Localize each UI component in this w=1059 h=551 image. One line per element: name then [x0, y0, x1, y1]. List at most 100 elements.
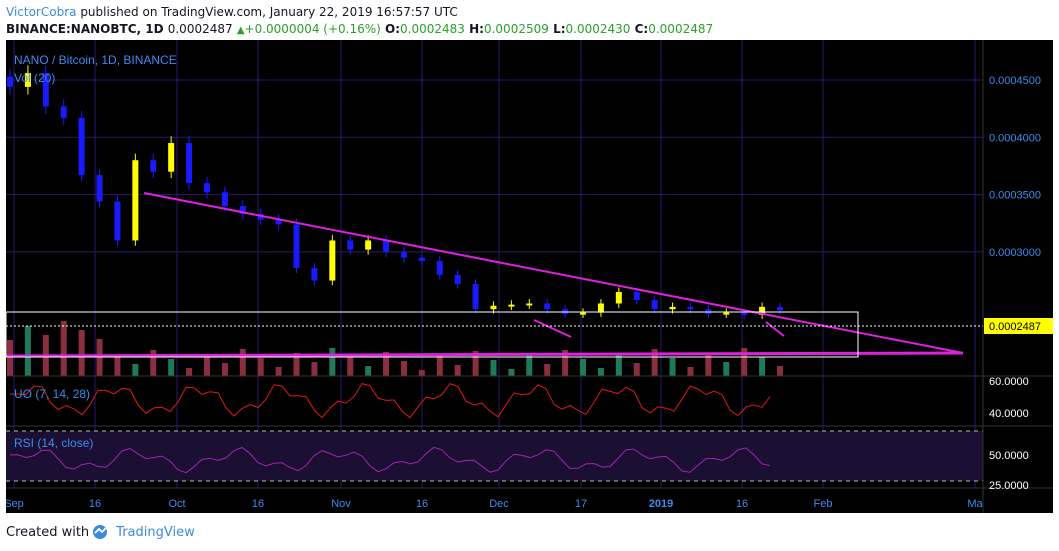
candle-body — [723, 312, 730, 315]
small-arrow-line[interactable] — [765, 321, 785, 337]
candle-body — [96, 175, 103, 202]
candle-body — [436, 261, 443, 275]
time-tick: Ma — [967, 498, 983, 510]
volume-bar — [275, 367, 282, 376]
volume-bar — [329, 348, 336, 376]
author-link[interactable]: VictorCobra — [6, 5, 77, 19]
candle-body — [168, 143, 175, 172]
candle-body — [365, 240, 372, 250]
volume-bar — [365, 366, 372, 376]
time-axis[interactable]: Sep 16 Oct 16 Nov 16 Dec 17 2019 16 Feb Ma — [6, 498, 984, 510]
candle-body — [7, 76, 13, 87]
candle-body — [544, 303, 551, 310]
candle-body — [526, 303, 533, 306]
current-price-label: 0.0002487 — [989, 321, 1041, 333]
uo-line — [10, 382, 771, 419]
candle-body — [508, 304, 515, 307]
price-axis[interactable]: 0.0004500 0.0004000 0.0003500 0.0003000 60.0… — [989, 75, 1041, 492]
candle-body — [669, 306, 676, 310]
volume-bar — [454, 365, 461, 376]
volume-bar — [436, 356, 443, 376]
volume-bar — [651, 349, 658, 376]
close-label: C: — [634, 22, 649, 36]
close-value-2: 0.0002487 — [648, 22, 714, 36]
time-tick: Feb — [814, 498, 833, 510]
candle-body — [597, 303, 604, 313]
support-line[interactable] — [6, 351, 964, 358]
volume-bar — [544, 364, 551, 376]
candle-body — [633, 292, 640, 301]
volume-bar — [687, 367, 694, 376]
volume-bar — [472, 351, 479, 376]
time-tick: 2019 — [649, 498, 673, 510]
volume-bar — [705, 353, 712, 376]
volume-bar — [759, 357, 766, 376]
candle-body — [580, 312, 587, 315]
footer: Created with TradingView — [6, 524, 195, 544]
change-value: +0.0000004 (+0.16%) — [244, 22, 381, 36]
symbol-label: BINANCE:NANOBTC, 1D — [6, 22, 164, 36]
rsi-tick: 25.0000 — [989, 480, 1029, 492]
small-pullback-line[interactable] — [533, 319, 572, 338]
volume-bar — [150, 350, 157, 376]
candle-body — [42, 73, 49, 107]
volume-bar — [633, 363, 640, 376]
candle-body — [24, 73, 31, 87]
time-tick: Oct — [168, 498, 185, 510]
candle-body — [454, 274, 461, 284]
rsi-label: RSI (14, close) — [14, 436, 93, 450]
volume-bar — [221, 363, 228, 376]
volume-bar — [723, 362, 730, 376]
candle-body — [687, 306, 694, 310]
volume-bar — [418, 370, 425, 376]
volume-bar — [562, 350, 569, 376]
candle-body — [615, 292, 622, 304]
volume-bar — [186, 368, 193, 376]
tradingview-brand[interactable]: TradingView — [116, 525, 195, 540]
volume-bar — [132, 364, 139, 376]
time-tick: Nov — [331, 498, 351, 510]
chart-area[interactable]: NANO / Bitcoin, 1D, BINANCE Vol (20) UO … — [6, 40, 1053, 513]
tradingview-logo-icon — [92, 524, 114, 544]
volume-bar — [400, 361, 407, 376]
rsi-line — [9, 446, 771, 474]
candle-body — [741, 312, 748, 315]
candle-body — [60, 106, 67, 118]
candle-body — [221, 192, 228, 207]
candle-body — [203, 183, 210, 193]
price-tick: 0.0004000 — [989, 132, 1041, 144]
volume-bar — [24, 326, 31, 376]
candle-body — [400, 251, 407, 258]
candle-body — [383, 240, 390, 252]
open-value: 0.0002483 — [400, 22, 465, 36]
candle-body — [275, 219, 282, 225]
candle-body — [490, 305, 497, 310]
published-text: published on TradingView.com, January 22… — [80, 5, 458, 19]
volume-bar — [203, 354, 210, 376]
chart-title: NANO / Bitcoin, 1D, BINANCE — [14, 53, 177, 67]
candle-body — [293, 224, 300, 268]
candle-body — [239, 206, 246, 215]
publish-header: VictorCobra published on TradingView.com… — [6, 4, 458, 20]
volume-bar — [490, 360, 497, 376]
close-value: 0.0002487 — [167, 22, 233, 36]
candle-body — [329, 240, 336, 281]
uo-tick: 60.0000 — [989, 376, 1029, 388]
chart-grid — [6, 40, 983, 488]
volume-bar — [597, 368, 604, 376]
price-chart[interactable]: NANO / Bitcoin, 1D, BINANCE Vol (20) UO … — [6, 40, 1053, 513]
candle-body — [186, 143, 193, 184]
candle-body — [759, 306, 766, 315]
time-tick: 16 — [89, 498, 101, 510]
volume-bar — [239, 349, 246, 376]
candles — [7, 65, 783, 320]
rsi-band — [6, 431, 983, 481]
current-price-tag — [984, 318, 1053, 334]
time-tick: Dec — [489, 498, 509, 510]
high-value: 0.0002509 — [483, 22, 549, 36]
range-box[interactable] — [6, 311, 859, 358]
candle-body — [777, 306, 783, 311]
candle-body — [132, 160, 139, 241]
up-arrow-icon: ▲ — [236, 25, 245, 36]
time-tick: 16 — [416, 498, 428, 510]
